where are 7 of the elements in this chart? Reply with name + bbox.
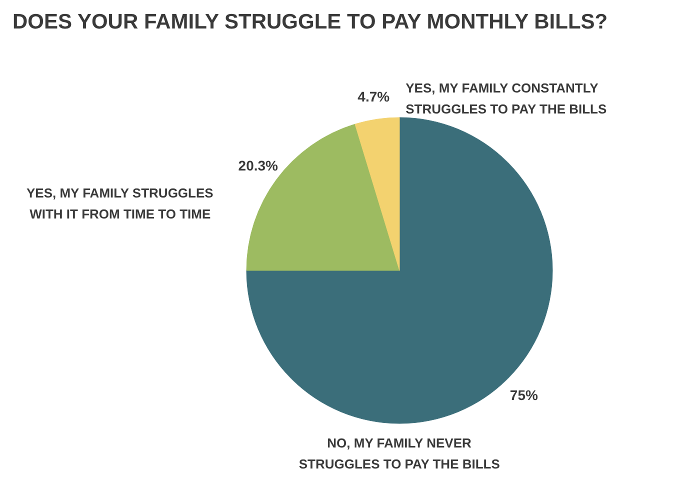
slice-label: YES, MY FAMILY STRUGGLES WITH IT FROM TIME TO TIME [26,186,214,222]
data-label: 4.7% [358,88,390,104]
data-label: 20.3% [238,158,279,174]
data-label: 75% [510,386,538,403]
chart-title: DOES YOUR FAMILY STRUGGLE TO PAY MONTHLY BILLS? [12,10,608,34]
slice-label: NO, MY FAMILY NEVER STRUGGLES TO PAY THE BILLS [298,436,500,472]
slice-label: YES, MY FAMILY CONSTANTLY STRUGGLES TO PAY THE BILLS [406,80,607,116]
